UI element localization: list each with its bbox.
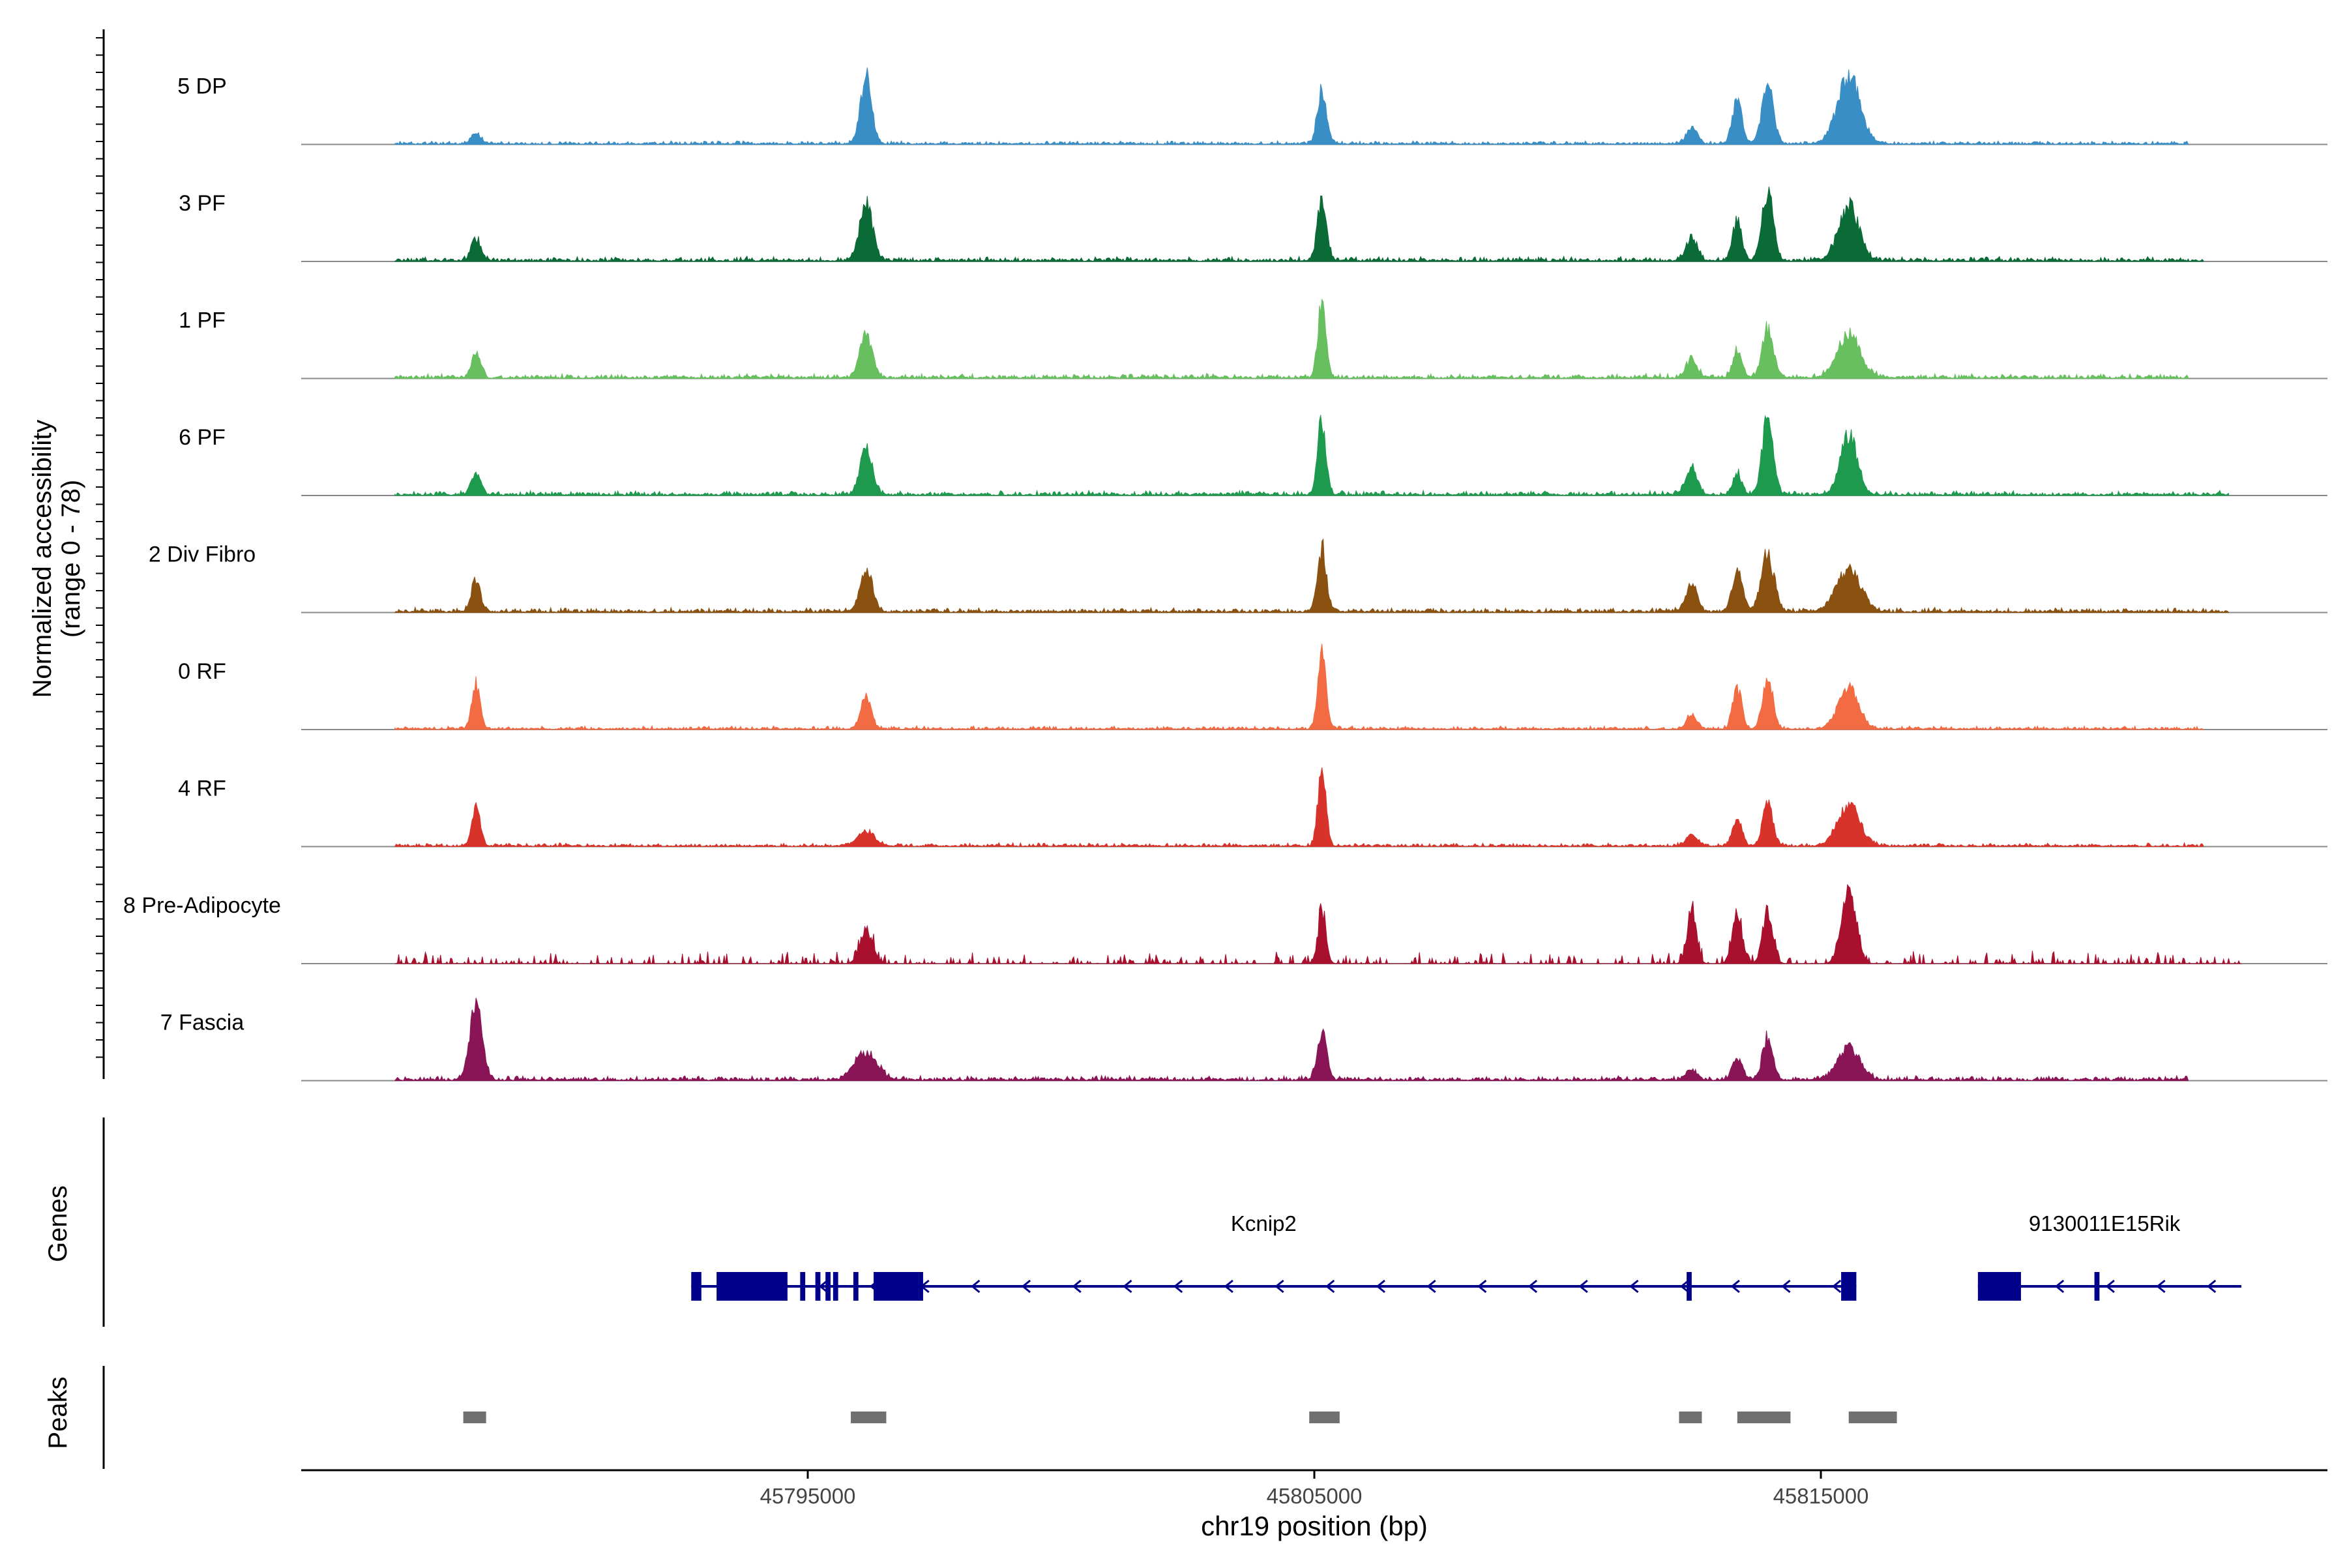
track-coverage-area — [394, 415, 2229, 497]
track-label: 1 PF — [179, 308, 226, 333]
track-label: 2 Div Fibro — [149, 542, 256, 567]
peak-region — [851, 1412, 887, 1423]
coverage-y-axis-ticks — [96, 37, 104, 1058]
strand-arrow — [2105, 1279, 2115, 1294]
strand-arrow — [1173, 1279, 1183, 1294]
track-1-pf: 1 PF — [179, 298, 2327, 379]
track-label: 0 RF — [178, 659, 226, 684]
gene-exon — [2094, 1272, 2100, 1301]
track-7-fascia: 7 Fascia — [160, 998, 2327, 1082]
gene-name-label: 9130011E15Rik — [2029, 1211, 2181, 1235]
strand-arrow — [1831, 1279, 1842, 1294]
gene-9130011e15rik: 9130011E15Rik — [1977, 1211, 2241, 1301]
strand-arrow — [1021, 1279, 1031, 1294]
peak-region — [463, 1412, 486, 1423]
peak-region — [1737, 1412, 1791, 1423]
strand-arrow — [1730, 1279, 1740, 1294]
gene-exon — [716, 1272, 788, 1301]
peak-region — [1679, 1412, 1702, 1423]
track-6-pf: 6 PF — [179, 415, 2327, 497]
track-5-dp: 5 DP — [177, 67, 2327, 145]
gene-exon — [853, 1272, 859, 1301]
track-coverage-area — [394, 538, 2229, 614]
gene-exon — [815, 1272, 821, 1301]
strand-arrow — [1629, 1279, 1639, 1294]
gene-exon — [800, 1272, 806, 1301]
gene-exon — [1687, 1272, 1692, 1301]
track-label: 8 Pre-Adipocyte — [123, 893, 281, 918]
strand-arrow — [1224, 1279, 1233, 1294]
gene-exon — [1841, 1272, 1857, 1301]
track-coverage-area — [394, 998, 2189, 1082]
track-coverage-area — [394, 883, 2241, 965]
peak-region — [1309, 1412, 1340, 1423]
peak-region — [1848, 1412, 1897, 1423]
peaks-panel — [463, 1412, 1897, 1423]
track-label: 5 DP — [177, 74, 227, 99]
peaks-panel-label: Peaks — [44, 1376, 72, 1449]
x-axis-label: chr19 position (bp) — [1201, 1511, 1428, 1541]
x-tick-label: 45805000 — [1267, 1484, 1363, 1508]
track-coverage-area — [394, 767, 2204, 848]
gene-exon — [691, 1272, 701, 1301]
strand-arrow — [1477, 1279, 1487, 1294]
strand-arrow — [1781, 1279, 1791, 1294]
track-label: 3 PF — [179, 191, 226, 216]
gene-exon — [825, 1272, 831, 1301]
coverage-tracks: 5 DP 3 PF 1 PF 6 PF 2 Div Fibro 0 RF 4 RF 8 Pre… — [123, 67, 2327, 1082]
strand-arrow — [1528, 1279, 1538, 1294]
x-tick-label: 45795000 — [760, 1484, 856, 1508]
track-label: 6 PF — [179, 425, 226, 450]
x-axis-ticks: 45795000 45805000 45815000 — [760, 1470, 1869, 1508]
genes-panel: Kcnip2 9130011E15Rik — [691, 1211, 2241, 1301]
gene-name-label: Kcnip2 — [1231, 1211, 1297, 1235]
track-label: 4 RF — [178, 777, 226, 801]
genes-panel-label: Genes — [44, 1185, 72, 1262]
strand-arrow — [1376, 1279, 1385, 1294]
gene-exon — [874, 1272, 919, 1301]
gene-exon — [833, 1272, 838, 1301]
strand-arrow — [1426, 1279, 1436, 1294]
track-2-div-fibro: 2 Div Fibro — [149, 538, 2327, 614]
track-4-rf: 4 RF — [178, 767, 2327, 848]
strand-arrow — [2156, 1279, 2166, 1294]
track-label: 7 Fascia — [160, 1011, 244, 1035]
track-coverage-area — [394, 643, 2204, 731]
strand-arrow — [1578, 1279, 1588, 1294]
y-axis-label-line1: Normalized accessibility — [28, 420, 57, 698]
track-8-pre-adipocyte: 8 Pre-Adipocyte — [123, 883, 2327, 965]
y-axis-label-line2: (range 0 - 78) — [57, 480, 85, 638]
track-coverage-area — [394, 186, 2204, 263]
gene-exon — [919, 1272, 923, 1301]
strand-arrow — [1679, 1279, 1690, 1294]
strand-arrow — [1123, 1279, 1132, 1294]
strand-arrow — [2206, 1279, 2217, 1294]
strand-arrow — [971, 1279, 981, 1294]
track-coverage-area — [394, 67, 2189, 145]
track-0-rf: 0 RF — [178, 643, 2327, 731]
strand-arrow — [1325, 1279, 1335, 1294]
strand-arrow — [1072, 1279, 1082, 1294]
gene-kcnip2: Kcnip2 — [691, 1211, 1857, 1301]
strand-arrow — [1275, 1279, 1284, 1294]
x-tick-label: 45815000 — [1773, 1484, 1869, 1508]
track-coverage-area — [394, 298, 2189, 379]
strand-arrow — [2054, 1279, 2065, 1294]
track-3-pf: 3 PF — [179, 186, 2327, 263]
gene-exon — [1977, 1272, 2021, 1301]
